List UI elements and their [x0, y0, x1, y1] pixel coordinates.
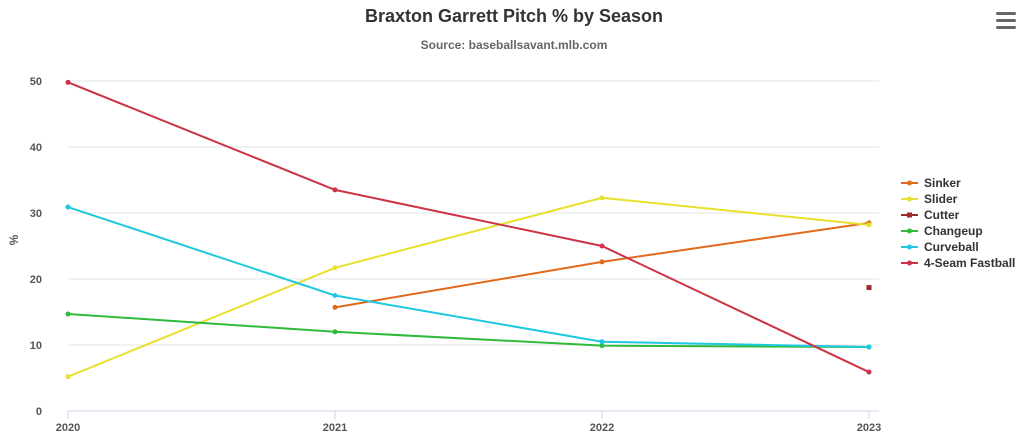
- data-point[interactable]: [599, 195, 605, 201]
- y-tick-label: 10: [30, 340, 42, 352]
- data-point[interactable]: [332, 329, 338, 335]
- data-point[interactable]: [332, 187, 338, 193]
- series-sinker: [332, 220, 872, 310]
- data-point[interactable]: [866, 285, 872, 291]
- legend-marker: [907, 212, 912, 218]
- legend[interactable]: Sinker Slider Cutter Changeup Curveball 4-Sea…: [901, 176, 1015, 270]
- legend-item[interactable]: Sinker: [901, 176, 961, 190]
- y-tick-label: 20: [30, 274, 42, 286]
- series-line: [67, 312, 870, 348]
- data-point[interactable]: [866, 222, 872, 228]
- data-point[interactable]: [65, 79, 71, 85]
- x-axis: 2020 2021 2022 2023: [56, 410, 881, 434]
- data-point[interactable]: [65, 311, 71, 317]
- y-tick-label: 40: [30, 142, 42, 154]
- legend-label: Cutter: [924, 208, 960, 222]
- data-point[interactable]: [866, 344, 872, 350]
- y-axis-label: %: [7, 234, 21, 245]
- y-axis: 0 10 20 30 40 50: [30, 76, 42, 418]
- legend-item[interactable]: Slider: [901, 192, 958, 206]
- legend-label: 4-Seam Fastball: [924, 256, 1015, 270]
- series-line: [67, 81, 870, 373]
- data-point[interactable]: [599, 243, 605, 249]
- y-tick-label: 50: [30, 76, 42, 88]
- series-slider: [65, 195, 872, 380]
- legend-item[interactable]: 4-Seam Fastball: [901, 256, 1015, 270]
- legend-label: Sinker: [924, 176, 961, 190]
- data-point[interactable]: [65, 374, 71, 380]
- legend-label: Curveball: [924, 240, 979, 254]
- series-layer: [65, 79, 872, 380]
- data-point[interactable]: [332, 304, 338, 310]
- x-tick-label: 2021: [323, 422, 347, 434]
- series-line: [67, 206, 870, 348]
- x-tick-label: 2022: [590, 422, 614, 434]
- data-point[interactable]: [332, 293, 338, 298]
- data-point[interactable]: [599, 339, 605, 345]
- legend-marker: [907, 228, 912, 234]
- legend-item[interactable]: Curveball: [901, 240, 979, 254]
- legend-item[interactable]: Cutter: [901, 208, 960, 222]
- y-tick-label: 0: [36, 406, 42, 418]
- data-point[interactable]: [599, 259, 605, 265]
- x-tick-label: 2020: [56, 422, 80, 434]
- data-point[interactable]: [65, 204, 71, 210]
- legend-marker: [907, 180, 912, 186]
- hamburger-menu-icon[interactable]: [996, 12, 1016, 32]
- series-4-seam-fastball: [65, 79, 872, 375]
- series-line: [67, 196, 870, 378]
- series-curveball: [65, 204, 872, 350]
- y-tick-label: 30: [30, 208, 42, 220]
- legend-marker: [907, 196, 912, 202]
- chart-title: Braxton Garrett Pitch % by Season: [365, 6, 663, 26]
- chart-subtitle: Source: baseballsavant.mlb.com: [421, 38, 608, 52]
- legend-label: Changeup: [924, 224, 983, 238]
- legend-label: Slider: [924, 192, 958, 206]
- legend-item[interactable]: Changeup: [901, 224, 983, 238]
- series-cutter: [866, 285, 872, 291]
- data-point[interactable]: [866, 369, 872, 375]
- series-line: [334, 221, 870, 309]
- legend-marker: [907, 260, 912, 266]
- data-point[interactable]: [332, 265, 338, 271]
- legend-marker: [907, 244, 912, 250]
- data-point[interactable]: [599, 343, 605, 349]
- x-tick-label: 2023: [857, 422, 881, 434]
